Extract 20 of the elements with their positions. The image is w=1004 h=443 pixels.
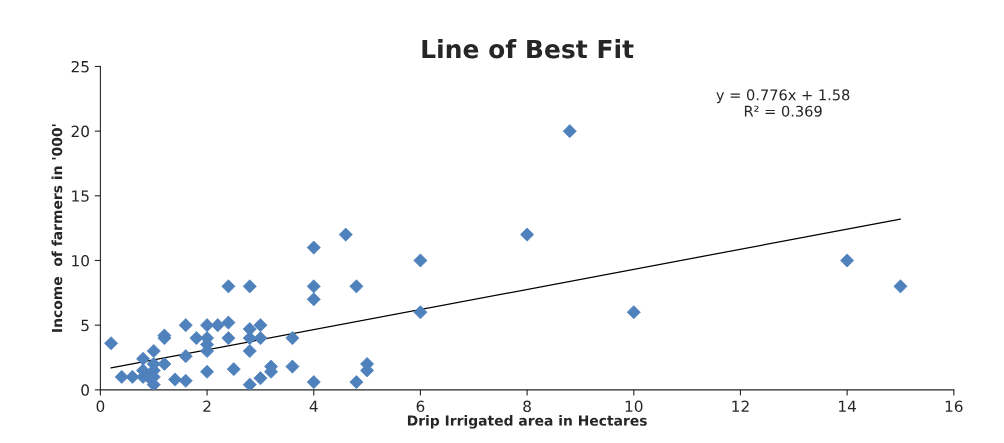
x-tick-label: 12 xyxy=(732,400,749,412)
x-tick-label: 16 xyxy=(945,400,963,413)
x-tick-label: 0 xyxy=(96,400,105,413)
chart-title: Line of Best Fit xyxy=(422,39,634,59)
y-tick-label: 20 xyxy=(71,125,89,138)
x-tick-label: 14 xyxy=(839,400,856,412)
x-tick-label: 4 xyxy=(309,400,318,412)
y-tick-label: 5 xyxy=(81,319,89,332)
x-tick-label: 6 xyxy=(416,400,425,413)
x-tick-label: 2 xyxy=(203,400,211,412)
point xyxy=(285,331,300,346)
y-tick-label: 0 xyxy=(81,384,89,396)
x-tick-label: 8 xyxy=(523,400,531,413)
x-axis-title: Drip Irrigated area in Hectares xyxy=(407,415,647,429)
y-axis-title: Income of farmers in '000' xyxy=(51,124,63,332)
annotation: y = 0.776x + 1.58 R² = 0.369 xyxy=(716,89,850,117)
y-tick-label: 10 xyxy=(72,254,89,267)
y-tick-label: 15 xyxy=(72,190,89,202)
y-tick-label: 25 xyxy=(71,60,89,73)
x-tick-label: 10 xyxy=(625,400,643,413)
